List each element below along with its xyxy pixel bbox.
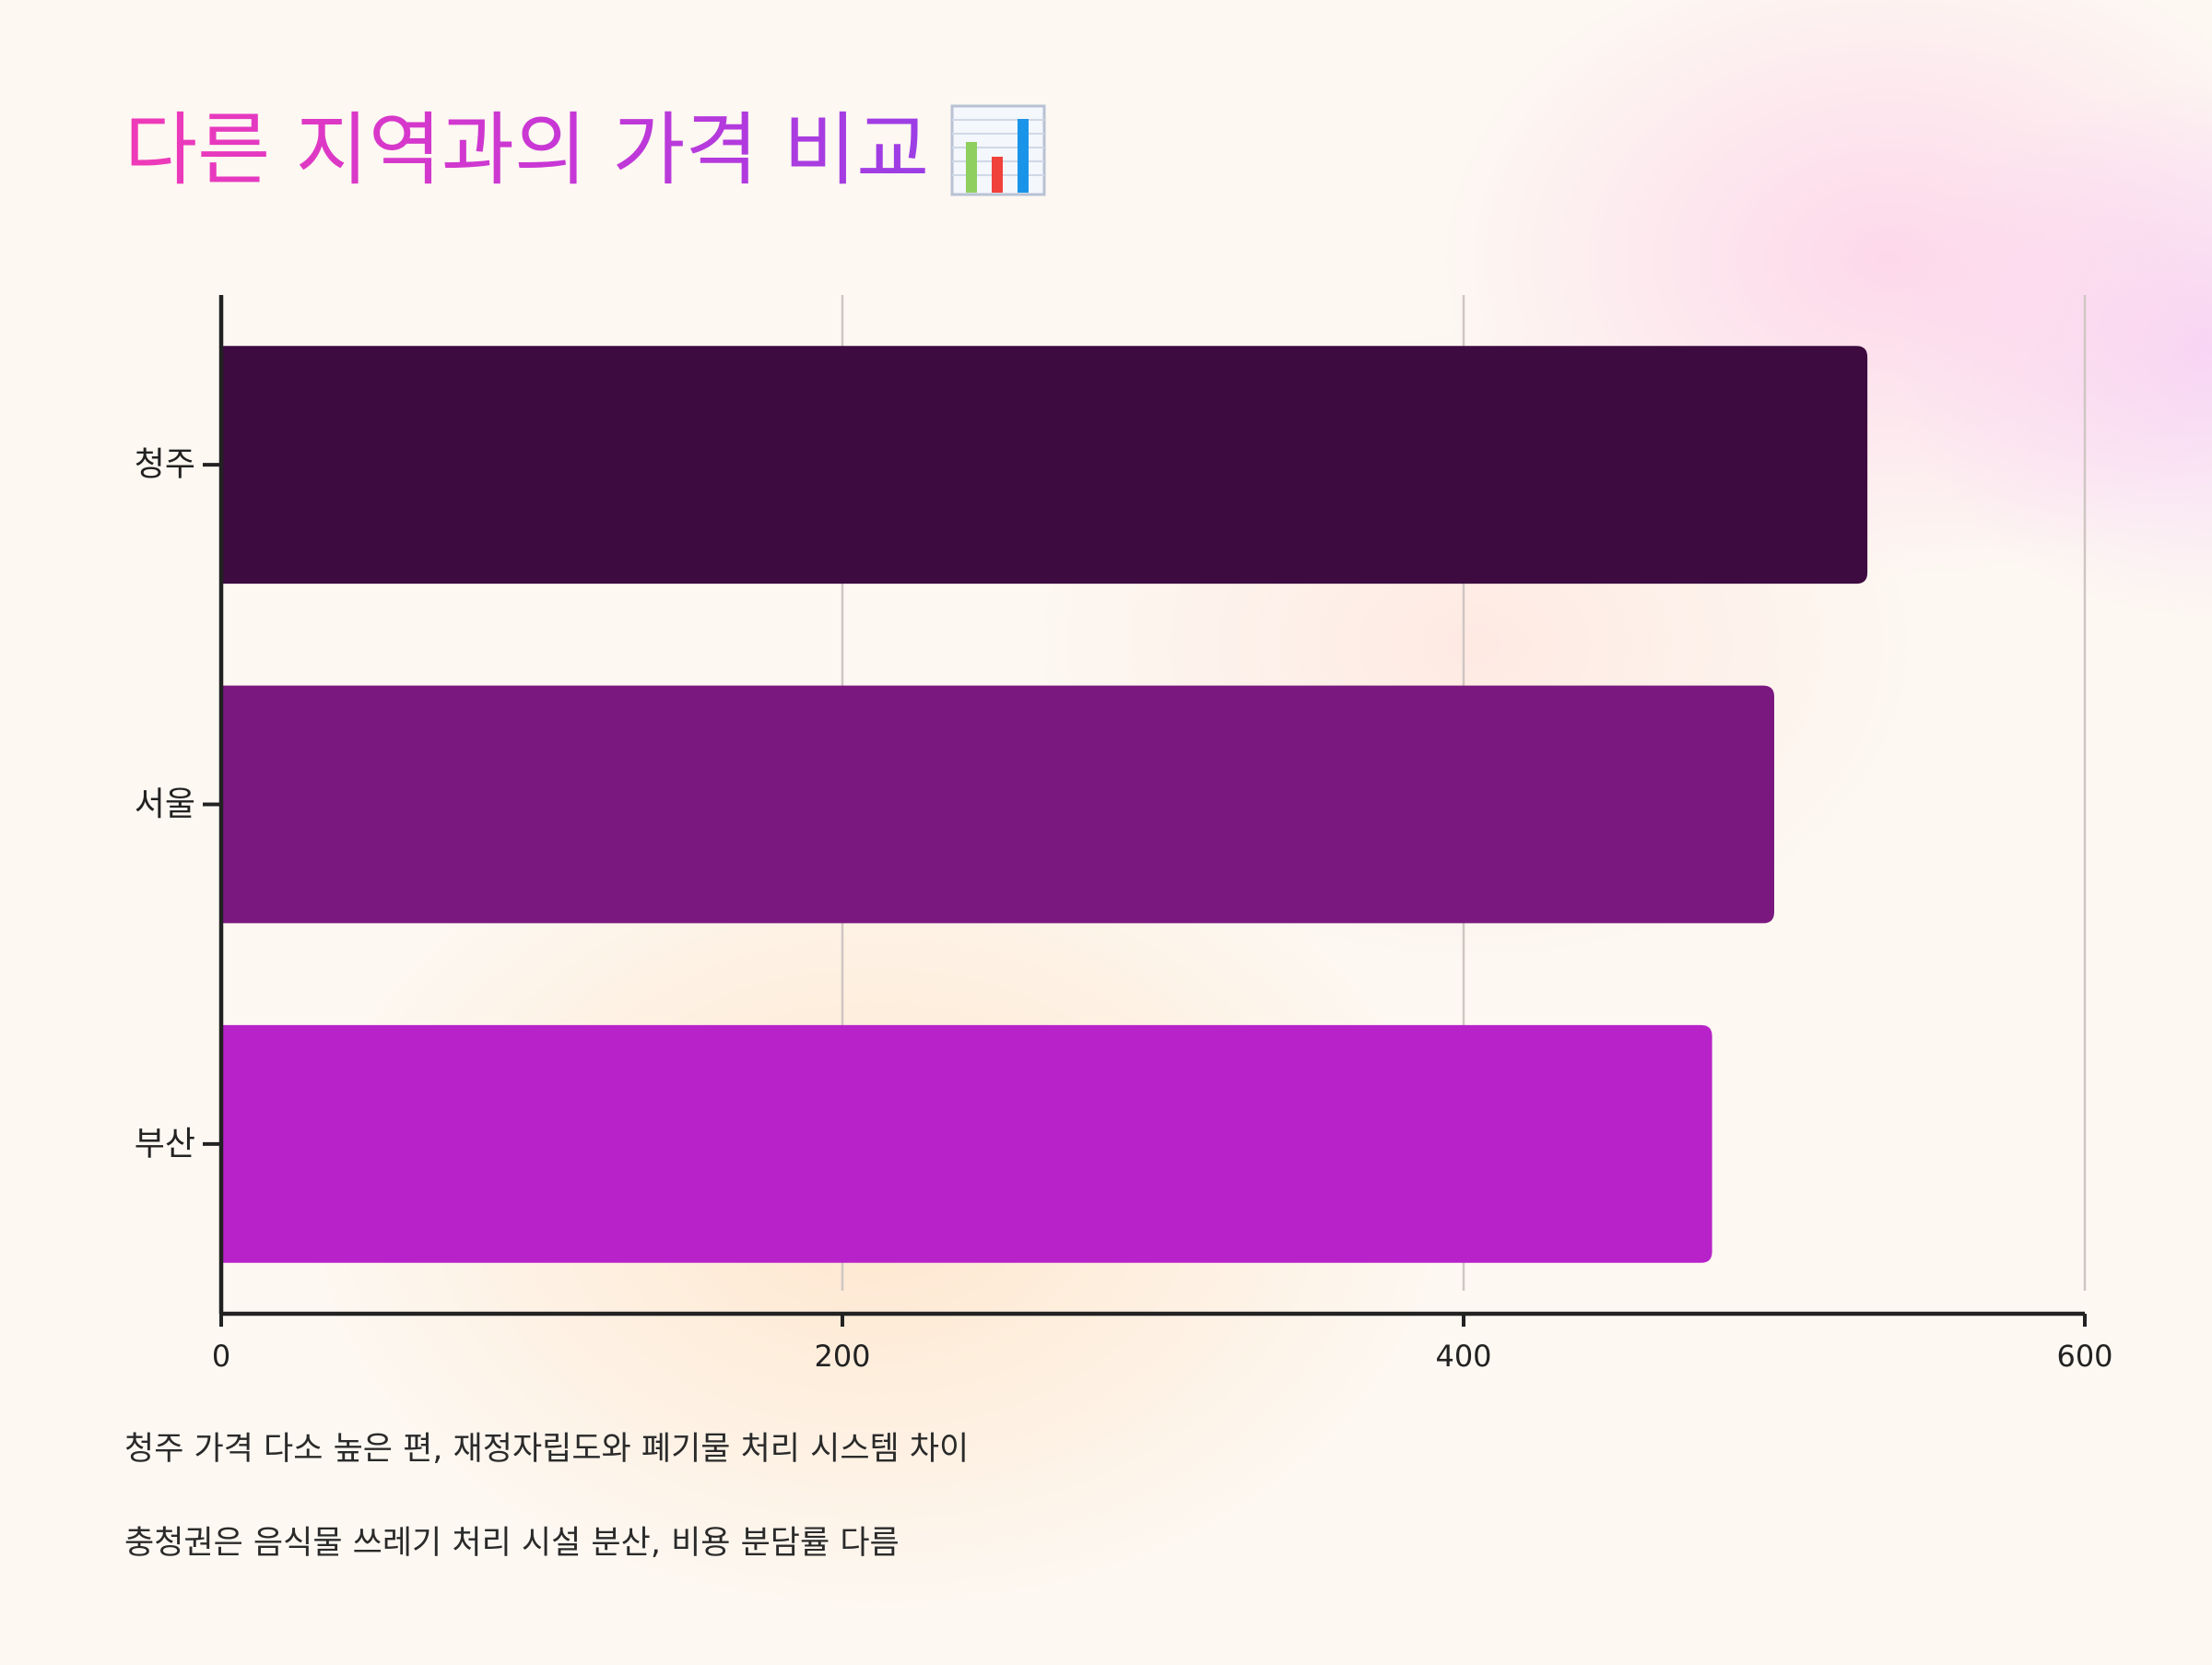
y-tick-label-서울: 서울 bbox=[135, 785, 195, 823]
note-1: 청주 가격 다소 높은 편, 재정자립도와 폐기물 처리 시스템 차이 bbox=[124, 1431, 970, 1468]
x-tick-label-600: 600 bbox=[2056, 1339, 2112, 1374]
bar-서울 bbox=[221, 685, 1774, 924]
y-tick-label-청주: 청주 bbox=[135, 446, 195, 484]
x-tick-label-200: 200 bbox=[814, 1339, 870, 1374]
note-2: 충청권은 음식물 쓰레기 처리 시설 분산, 비용 분담률 다름 bbox=[124, 1525, 900, 1562]
bar-chart-icon bbox=[950, 104, 1046, 196]
x-tick-label-400: 400 bbox=[1435, 1339, 1491, 1374]
y-tick-label-부산: 부산 bbox=[135, 1125, 195, 1163]
bar-부산 bbox=[221, 1024, 1712, 1263]
page-title-text: 다른 지역과의 가격 비교 bbox=[124, 104, 930, 196]
x-tick-label-0: 0 bbox=[212, 1339, 230, 1374]
page-title: 다른 지역과의 가격 비교 bbox=[124, 81, 1047, 219]
bar-청주 bbox=[221, 346, 1868, 585]
